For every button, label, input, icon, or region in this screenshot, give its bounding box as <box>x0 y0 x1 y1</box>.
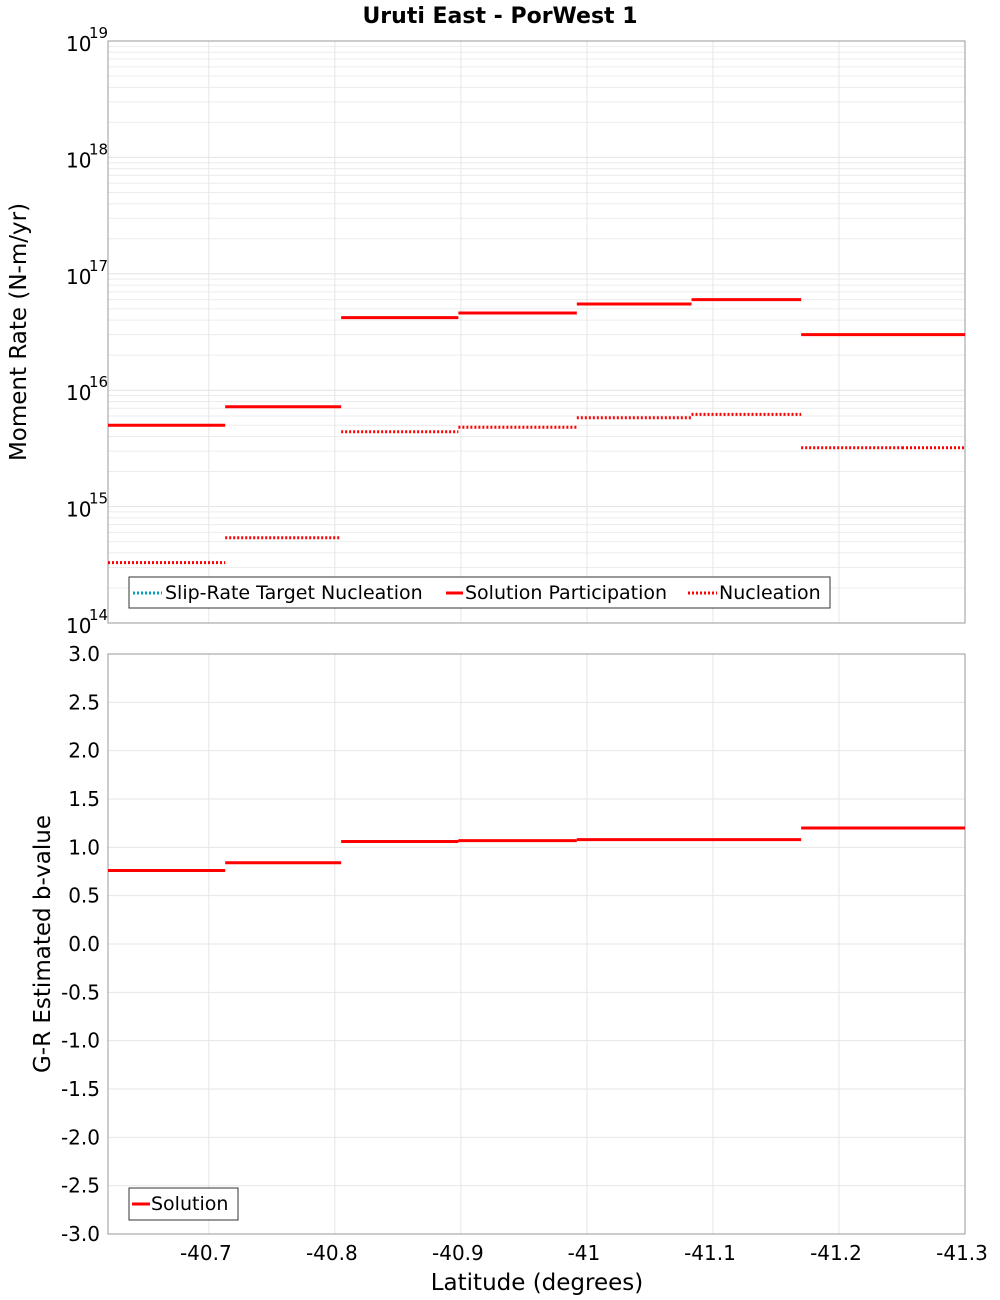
x-tick-label: -41.2 <box>810 1241 862 1265</box>
b-value-legend: Solution <box>128 1187 239 1221</box>
x-tick-label: -40.8 <box>306 1241 358 1265</box>
y-tick-label: 10 <box>66 381 91 405</box>
chart-title: Uruti East - PorWest 1 <box>362 4 637 29</box>
y-tick-label: 10 <box>66 614 91 638</box>
legend-label-solution-participation: Solution Participation <box>465 582 667 604</box>
x-tick-label: -40.7 <box>180 1241 232 1265</box>
y-tick-label: -2.5 <box>61 1174 100 1198</box>
x-tick-label: -41 <box>568 1241 601 1265</box>
legend-label-nucleation: Nucleation <box>719 582 821 604</box>
moment-rate-gridlines <box>108 41 966 624</box>
b-value-gridlines <box>108 653 966 1235</box>
y-tick-label: 1.0 <box>68 835 100 859</box>
y-tick-label: 2.0 <box>68 739 100 763</box>
y-tick-label: 2.5 <box>68 690 100 714</box>
x-tick-label: -40.9 <box>432 1241 484 1265</box>
y-tick-exponent: 17 <box>89 257 108 275</box>
x-tick-label: -41.3 <box>936 1241 988 1265</box>
y-tick-label: -3.0 <box>61 1222 100 1246</box>
y-tick-exponent: 15 <box>89 490 108 508</box>
y-tick-exponent: 19 <box>89 24 108 42</box>
y-tick-label: 0.0 <box>68 932 100 956</box>
y-tick-label: -1.0 <box>61 1029 100 1053</box>
y-tick-label: -0.5 <box>61 980 100 1004</box>
b-value-x-ticks: -40.7 -40.8 -40.9 -41 -41.1 -41.2 -41.3 <box>180 1241 988 1265</box>
y-tick-label: 10 <box>66 498 91 522</box>
y-tick-exponent: 18 <box>89 140 108 158</box>
y-tick-label: 10 <box>66 148 91 172</box>
y-tick-exponent: 14 <box>89 606 108 624</box>
moment-rate-plot-frame <box>107 40 966 624</box>
y-tick-label: 3.0 <box>68 642 100 666</box>
y-tick-label: 10 <box>66 265 91 289</box>
b-value-y-ticks: 3.0 2.5 2.0 1.5 1.0 0.5 0.0 -0.5 -1.0 -1.5 -2.0 -2.… <box>61 642 100 1246</box>
x-axis-label: Latitude (degrees) <box>431 1270 644 1296</box>
moment-rate-y-axis-label: Moment Rate (N-m/yr) <box>6 203 32 461</box>
moment-rate-series <box>108 298 965 565</box>
y-tick-label: -2.0 <box>61 1125 100 1149</box>
y-tick-exponent: 16 <box>89 373 108 391</box>
y-tick-label: 1.5 <box>68 787 100 811</box>
legend-label-slip-rate-target: Slip-Rate Target Nucleation <box>165 582 423 604</box>
b-value-plot-frame <box>107 653 966 1235</box>
b-value-panel: 3.0 2.5 2.0 1.5 1.0 0.5 0.0 -0.5 -1.0 -1.5 -2.0 -2.… <box>30 642 988 1296</box>
moment-rate-legend: Slip-Rate Target Nucleation Solution Par… <box>128 576 831 609</box>
y-tick-label: 10 <box>66 32 91 56</box>
y-tick-label: -1.5 <box>61 1077 100 1101</box>
x-tick-label: -41.1 <box>684 1241 736 1265</box>
b-value-y-axis-label: G-R Estimated b-value <box>30 815 56 1073</box>
y-tick-label: 0.5 <box>68 884 100 908</box>
legend-label-solution: Solution <box>151 1193 228 1215</box>
b-value-series <box>108 826 965 873</box>
